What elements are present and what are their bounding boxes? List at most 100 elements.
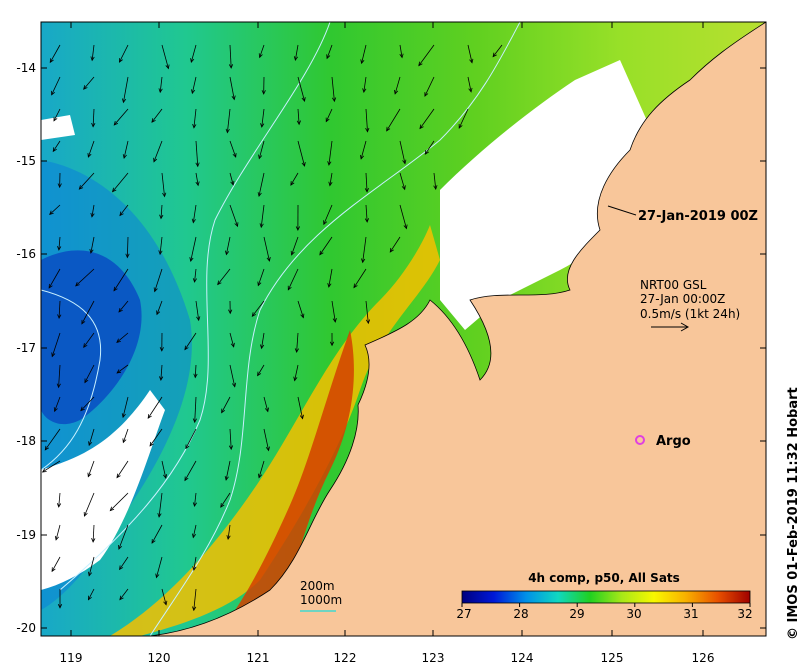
current-arrow: [116, 332, 129, 343]
argo-float-marker: [635, 435, 645, 445]
current-arrow: [193, 364, 198, 379]
lat-tick-label: -14: [16, 61, 36, 75]
current-arrow: [91, 524, 96, 543]
current-arrow: [297, 140, 306, 167]
colorbar-title: 4h comp, p50, All Sats: [528, 571, 680, 585]
current-arrow: [399, 44, 404, 59]
current-time-label: 27-Jan 00:00Z: [640, 292, 725, 306]
lon-tick-label: 123: [422, 651, 445, 665]
current-arrow: [364, 204, 370, 223]
current-source-label: NRT00 GSL: [640, 278, 707, 292]
current-arrow: [153, 268, 163, 293]
current-arrow: [297, 76, 306, 102]
current-arrow: [287, 268, 299, 291]
colorbar-tick-label: 29: [569, 607, 584, 621]
current-arrow: [229, 140, 237, 158]
current-arrow: [217, 268, 231, 286]
current-arrow: [365, 300, 371, 325]
current-arrow: [329, 332, 335, 347]
current-arrow: [52, 140, 61, 153]
current-arrow: [263, 428, 270, 452]
current-arrow: [56, 492, 62, 508]
current-arrow: [263, 236, 271, 262]
current-arrow: [297, 396, 304, 420]
current-arrow: [296, 108, 301, 126]
current-arrow: [325, 108, 333, 123]
current-arrow: [293, 44, 299, 61]
current-arrow: [257, 364, 265, 377]
current-arrow: [225, 236, 231, 256]
current-arrow: [88, 588, 95, 601]
current-arrow: [191, 524, 197, 539]
current-arrow: [418, 44, 435, 67]
current-arrow: [327, 140, 333, 166]
current-arrow: [184, 460, 197, 482]
current-arrow: [57, 172, 62, 189]
isobath-1000m-outer: [59, 22, 331, 591]
current-arrow: [161, 172, 167, 198]
current-arrow: [161, 460, 168, 479]
current-arrow: [111, 172, 129, 193]
current-arrow: [399, 204, 408, 230]
current-arrow: [83, 492, 95, 517]
current-arrow: [155, 556, 163, 579]
current-arrow: [156, 300, 163, 316]
current-arrow: [257, 460, 265, 479]
current-arrow: [389, 236, 401, 253]
current-arrow: [158, 236, 163, 256]
current-arrow: [113, 268, 129, 292]
current-arrow: [360, 44, 367, 65]
current-arrow: [394, 76, 401, 95]
lon-tick-label: 121: [247, 651, 270, 665]
current-arrow: [151, 524, 163, 544]
current-arrow: [118, 300, 129, 313]
lon-tick-label: 126: [692, 651, 715, 665]
land-mass: [149, 22, 766, 636]
current-arrow: [122, 428, 129, 444]
colorbar-tick-label: 27: [456, 607, 471, 621]
current-arrow: [192, 396, 197, 424]
current-arrow: [53, 108, 61, 122]
current-arrow: [121, 396, 129, 419]
current-arrow: [90, 44, 95, 62]
current-arrow: [326, 44, 333, 60]
current-arrow: [109, 492, 129, 512]
current-arrow: [49, 44, 61, 64]
current-arrow: [229, 76, 236, 101]
current-arrow: [119, 204, 129, 217]
imos-credit: © IMOS 01-Feb-2019 11:32 Hobart: [786, 387, 801, 640]
current-scale-arrow: [651, 322, 690, 332]
current-arrow: [41, 460, 61, 473]
current-arrow: [87, 140, 95, 158]
lon-tick-label: 124: [511, 651, 534, 665]
current-arrow: [331, 76, 337, 103]
current-arrow: [419, 108, 435, 130]
current-arrow: [116, 460, 129, 479]
current-arrow: [158, 76, 163, 94]
warm-coastal-band: [110, 225, 440, 636]
lon-tick-label: 125: [601, 651, 624, 665]
current-arrow: [159, 204, 164, 220]
current-arrow: [192, 588, 197, 612]
current-vectors: [41, 44, 503, 612]
current-arrow: [228, 44, 234, 69]
argo-label: Argo: [656, 434, 691, 449]
current-arrow: [229, 204, 239, 228]
colorbar-ramp: [461, 590, 751, 604]
colorbar-tick-label: 31: [683, 607, 698, 621]
current-arrow: [365, 108, 370, 133]
current-arrow: [51, 556, 61, 573]
current-scale-label: 0.5m/s (1kt 24h): [640, 307, 740, 321]
current-arrow: [119, 44, 129, 63]
date-stamp: 27-Jan-2019 00Z: [638, 209, 758, 224]
current-arrow: [153, 140, 163, 163]
current-arrow: [91, 108, 96, 128]
lon-tick-label: 120: [148, 651, 171, 665]
current-arrow: [81, 300, 95, 325]
current-arrow: [258, 140, 265, 160]
current-arrow: [83, 76, 95, 90]
colorbar-ticks: [461, 603, 751, 607]
current-arrow: [295, 204, 300, 231]
current-arrow: [259, 204, 265, 229]
